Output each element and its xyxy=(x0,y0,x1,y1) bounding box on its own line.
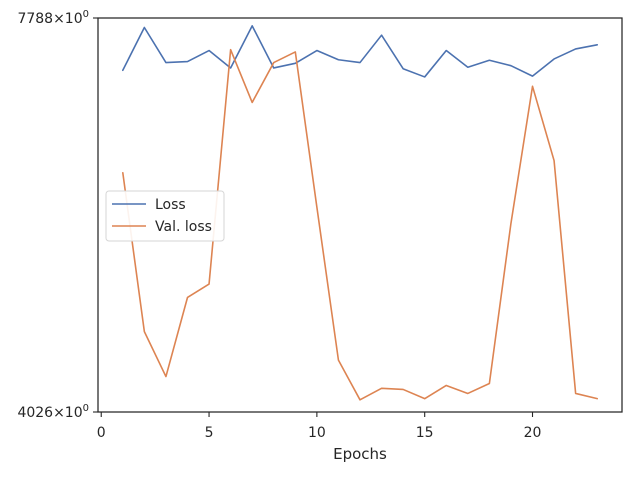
y-tick-label: 4026×100 xyxy=(17,403,89,421)
x-tick-label: 15 xyxy=(416,425,434,441)
legend: Loss Val. loss xyxy=(105,190,225,242)
x-axis: 0 5 10 15 20 xyxy=(97,412,542,441)
plot-frame xyxy=(97,17,623,413)
series-line-1 xyxy=(122,25,599,78)
y-tick-exponent: 0 xyxy=(83,9,89,20)
series-layer xyxy=(122,25,599,401)
y-tick-mantissa: 4026 xyxy=(17,405,53,421)
legend-label-1: Loss xyxy=(155,197,186,213)
series-line-2 xyxy=(122,48,599,401)
x-tick-label: 10 xyxy=(308,425,326,441)
y-tick-exponent: 0 xyxy=(83,403,89,414)
legend-label-2: Val. loss xyxy=(155,219,212,235)
x-tick-label: 0 xyxy=(97,425,106,441)
x-axis-label: Epochs xyxy=(333,445,387,463)
y-axis: 7788×100 4026×100 xyxy=(17,9,98,421)
y-tick-mantissa: 7788 xyxy=(17,11,53,27)
x-tick-label: 5 xyxy=(205,425,214,441)
x-tick-label: 20 xyxy=(524,425,542,441)
y-tick-label: 7788×100 xyxy=(17,9,89,27)
